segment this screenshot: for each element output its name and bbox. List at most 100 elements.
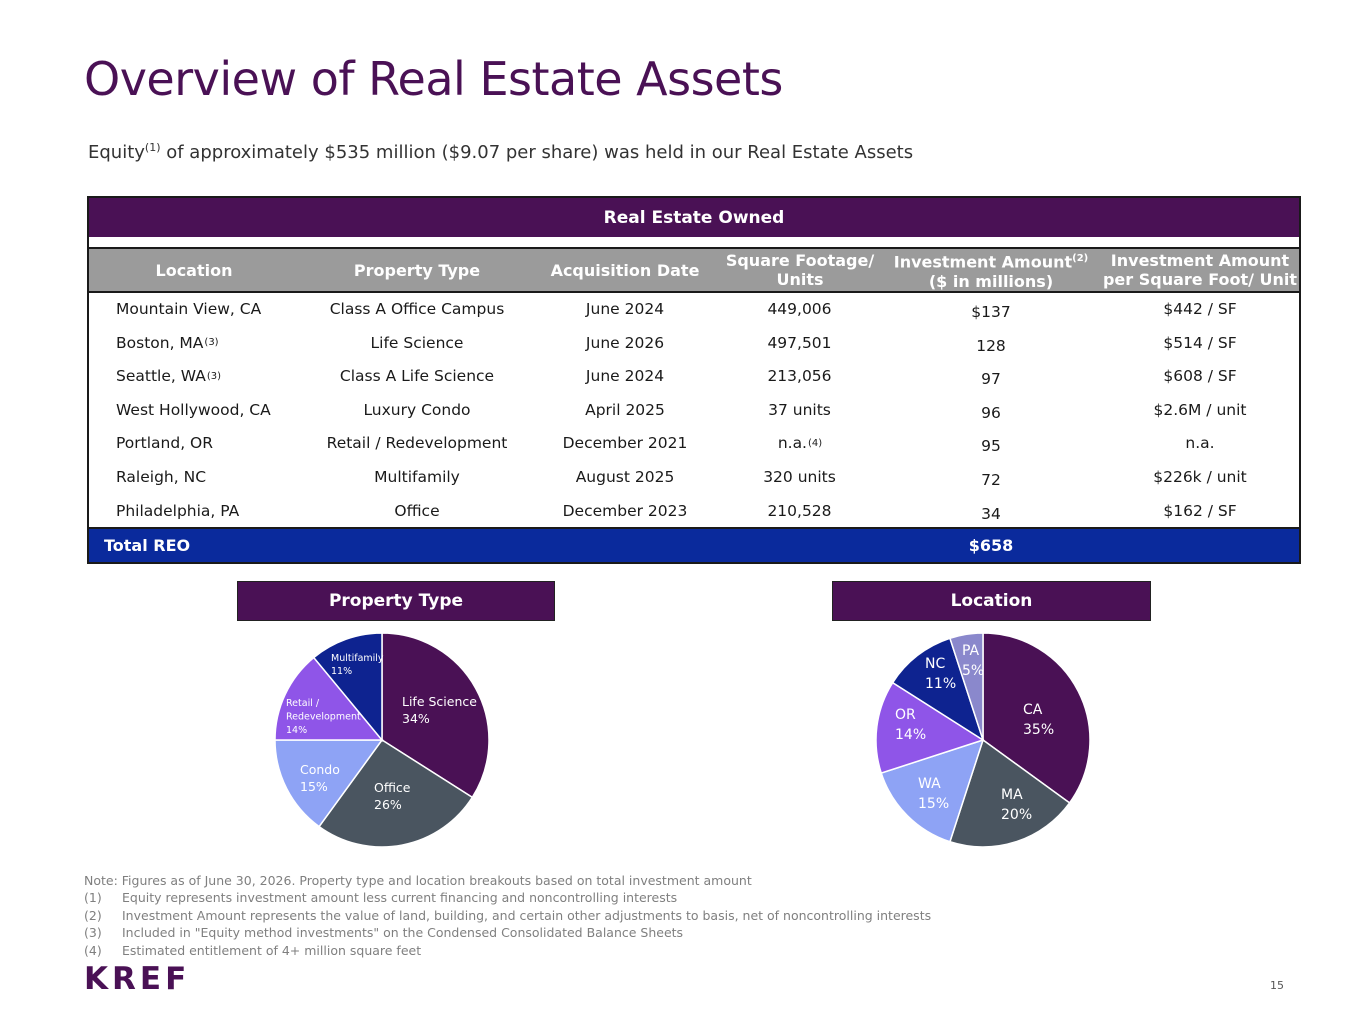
table-row: Seattle, WA (3) Class A Life Science June 2… — [89, 359, 1299, 393]
pie-label-condo: Condo 15% — [300, 762, 340, 794]
cell-square-footage-text: 449,006 — [767, 300, 832, 318]
table-row: Mountain View, CA Class A Office Campus Ju… — [89, 292, 1299, 326]
cell-acquisition-date: June 2024 — [539, 359, 711, 393]
cell-property-type-text: Class A Office Campus — [329, 300, 505, 318]
cell-per-unit-text: $162 / SF — [1163, 501, 1237, 520]
cell-acquisition-date: June 2024 — [539, 292, 711, 326]
footnote-text: Equity represents investment amount less… — [122, 890, 678, 906]
footnote-ref: (3) — [206, 370, 221, 382]
footnotes: Note: Figures as of June 30, 2026. Prope… — [84, 872, 931, 959]
cell-acquisition-date: December 2023 — [539, 494, 711, 528]
cell-location-text: Raleigh, NC — [116, 468, 207, 486]
cell-property-type: Class A Life Science — [309, 359, 525, 393]
cell-acquisition-date-text: June 2024 — [585, 300, 665, 318]
table-header: Location Property Type Acquisition Date … — [89, 247, 1299, 293]
location-pie-chart: CA 35% MA 20% WA 15% OR 14% NC 11% PA 5% — [875, 632, 1091, 848]
header-investment-line2: ($ in millions) — [928, 271, 1054, 291]
pie-slice-multifamily — [312, 632, 383, 743]
cell-square-footage: 449,006 — [724, 292, 876, 326]
footnote-ref: (3) — [204, 337, 219, 349]
pie-label-office: Office 26% — [374, 780, 411, 812]
cell-location-text: West Hollywood, CA — [116, 400, 271, 419]
cell-location: West Hollywood, CA — [89, 393, 329, 427]
footnote-text: Included in "Equity method investments" … — [122, 925, 684, 941]
cell-property-type-text: Class A Life Science — [339, 367, 495, 386]
cell-investment-text: 72 — [981, 471, 1001, 489]
footnote-number: (1) — [84, 890, 102, 906]
cell-square-footage-text: 37 units — [768, 400, 831, 419]
cell-per-unit-text: $226k / unit — [1153, 468, 1247, 486]
subtitle: Equity(1) of approximately $535 million … — [88, 141, 913, 163]
kref-logo: KREF — [84, 961, 191, 997]
property-type-pie-chart: Life Science 34% Office 26% Condo 15% Retail /… — [274, 632, 490, 848]
subtitle-text-start: Equity — [88, 142, 145, 163]
pie-label-retail-redevelopment: Retail / Redevelopment 14% — [286, 698, 361, 736]
cell-square-footage: n.a. (4) — [724, 426, 876, 460]
header-investment-footnote-ref: (2) — [1072, 253, 1089, 265]
page-title: Overview of Real Estate Assets — [84, 52, 783, 106]
cell-property-type: Class A Office Campus — [309, 292, 525, 326]
cell-per-unit: $226k / unit — [1101, 460, 1299, 494]
cell-location: Philadelphia, PA — [89, 494, 329, 528]
note-main: Note: Figures as of June 30, 2026. Prope… — [84, 873, 752, 888]
cell-investment-text: 128 — [976, 336, 1006, 355]
cell-investment: 95 — [891, 426, 1091, 460]
cell-property-type-text: Luxury Condo — [363, 400, 471, 419]
cell-property-type-text: Multifamily — [374, 468, 460, 486]
page-number: 15 — [1270, 979, 1284, 992]
cell-acquisition-date: August 2025 — [539, 460, 711, 494]
cell-per-unit-text: $2.6M / unit — [1153, 400, 1247, 419]
cell-investment: 128 — [891, 326, 1091, 360]
pie-slice-retail-redevelopment — [274, 656, 384, 741]
cell-investment-text: 95 — [981, 437, 1001, 456]
pie-slice-or — [875, 681, 985, 775]
header-square-footage-line1: Square Footage/ — [725, 251, 875, 270]
footnote-text: Estimated entitlement of 4+ million squa… — [122, 942, 422, 958]
header-property-type: Property Type — [353, 260, 481, 280]
footnote-3: (3) Included in "Equity method investment… — [84, 924, 931, 941]
cell-investment-text: 96 — [981, 403, 1001, 422]
cell-square-footage: 37 units — [724, 393, 876, 427]
cell-square-footage: 210,528 — [724, 494, 876, 528]
footnote-number: (3) — [84, 925, 102, 941]
pie-slice-office — [318, 738, 474, 848]
cell-location-text: Seattle, WA — [116, 367, 206, 386]
cell-property-type: Life Science — [309, 326, 525, 360]
cell-investment-text: 97 — [981, 370, 1001, 389]
cell-acquisition-date-text: April 2025 — [585, 400, 665, 419]
pie-slice-pa — [948, 632, 984, 741]
cell-investment: 97 — [891, 359, 1091, 393]
cell-square-footage: 320 units — [724, 460, 876, 494]
header-investment-line1: Investment Amount — [893, 252, 1073, 272]
cell-property-type: Multifamily — [309, 460, 525, 494]
table-row: Boston, MA (3) Life Science June 2026 497,50… — [89, 326, 1299, 360]
footnote-text: Investment Amount represents the value o… — [122, 907, 932, 923]
cell-square-footage-text: 210,528 — [767, 501, 832, 520]
cell-square-footage-text: 497,501 — [767, 333, 832, 352]
cell-square-footage-text: 213,056 — [767, 367, 832, 386]
cell-acquisition-date: April 2025 — [539, 393, 711, 427]
cell-per-unit-text: $442 / SF — [1163, 300, 1237, 318]
cell-acquisition-date-text: June 2024 — [585, 367, 665, 386]
cell-property-type-text: Office — [394, 501, 440, 520]
footnote-number: (2) — [84, 907, 102, 923]
cell-square-footage-text: 320 units — [763, 468, 836, 486]
cell-acquisition-date: December 2021 — [539, 426, 711, 460]
cell-investment: 34 — [891, 494, 1091, 528]
pie-label-ca: CA 35% — [1023, 702, 1054, 738]
cell-square-footage: 497,501 — [724, 326, 876, 360]
cell-per-unit: $608 / SF — [1101, 359, 1299, 393]
header-square-footage-line2: Units — [776, 270, 824, 289]
cell-investment: 72 — [891, 460, 1091, 494]
cell-location-text: Philadelphia, PA — [116, 501, 240, 520]
cell-square-footage: 213,056 — [724, 359, 876, 393]
cell-property-type-text: Retail / Redevelopment — [326, 434, 508, 453]
cell-location-text: Portland, OR — [116, 434, 214, 453]
cell-location: Mountain View, CA — [89, 292, 329, 326]
pie-label-pa: PA 5% — [962, 643, 984, 679]
footnote-ref: (4) — [808, 437, 823, 449]
cell-per-unit-text: n.a. — [1185, 434, 1215, 453]
total-label: Total REO — [104, 536, 191, 555]
cell-per-unit: $162 / SF — [1101, 494, 1299, 528]
table-row: West Hollywood, CA Luxury Condo April 2025… — [89, 393, 1299, 427]
